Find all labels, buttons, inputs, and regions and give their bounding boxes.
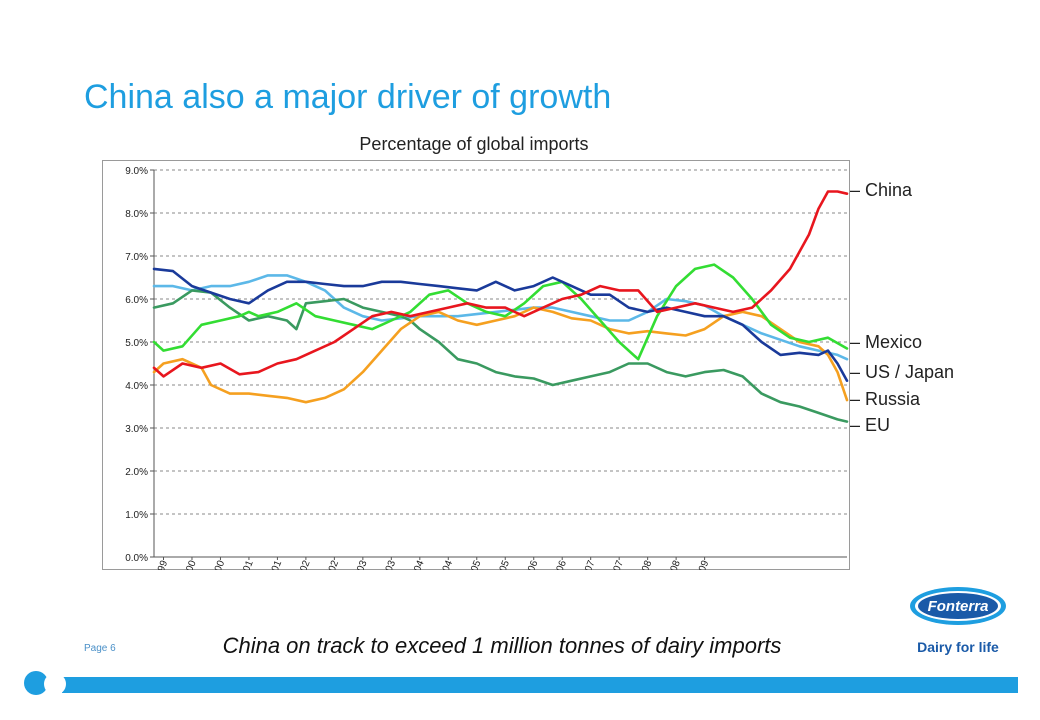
legend-item: – EU — [850, 415, 891, 435]
line-chart: 0.0% 1.0% 2.0% 3.0% 4.0% 5.0% 6.0% 7.0% 8.0% 9.0%… — [102, 160, 850, 570]
y-tick-label: 5.0% — [125, 338, 148, 349]
x-tick-label: Dec-07 — [604, 559, 626, 570]
x-tick-label: Dec-06 — [547, 559, 569, 570]
x-tick-labels: Dec-99 Jun-00 Dec-00 Jun-01 Dec-01 Jun-02 Dec-… — [148, 559, 712, 570]
y-tick-label: 8.0% — [125, 209, 148, 220]
x-tick-label: Jun-09 — [690, 559, 712, 570]
logo-brand-name: Fonterra — [928, 598, 989, 615]
y-tick-label: 1.0% — [125, 510, 148, 521]
y-tick-label: 4.0% — [125, 381, 148, 392]
x-tick-label: Dec-01 — [262, 559, 284, 570]
page-number: Page 6 — [84, 643, 116, 654]
logo-ellipse-core — [918, 593, 998, 619]
x-tick-label: Dec-05 — [490, 559, 512, 570]
y-tick-label: 0.0% — [125, 553, 148, 564]
x-tick-label: Dec-02 — [319, 559, 341, 570]
logo-tagline: Dairy for life — [917, 639, 999, 655]
x-tick-label: Dec-03 — [376, 559, 398, 570]
series-line — [152, 289, 849, 423]
x-tick-label: Dec-04 — [433, 559, 455, 570]
legend-item: – China — [850, 180, 913, 200]
y-tick-label: 6.0% — [125, 295, 148, 306]
x-tick-label: Jun-07 — [576, 559, 598, 570]
x-tick-label: Jun-02 — [291, 559, 313, 570]
legend-item: – Mexico — [850, 332, 923, 352]
x-tick-label: Jun-08 — [633, 559, 655, 570]
chart-frame — [102, 160, 850, 570]
x-tick-label: Dec-00 — [205, 559, 227, 570]
series-line — [152, 190, 849, 378]
x-tick-label: Dec-08 — [661, 559, 683, 570]
x-tick-label: Jun-04 — [405, 559, 427, 570]
grid-lines — [154, 169, 847, 515]
axes — [150, 169, 847, 560]
footer-circle-cutout-icon — [44, 673, 66, 695]
series-line — [152, 306, 849, 404]
legend-item: – US / Japan — [850, 362, 955, 382]
x-tick-label: Jun-06 — [519, 559, 541, 570]
y-tick-label: 2.0% — [125, 467, 148, 478]
y-tick-labels: 0.0% 1.0% 2.0% 3.0% 4.0% 5.0% 6.0% 7.0% 8.0% 9.0% — [125, 166, 148, 564]
x-tick-label: Jun-05 — [462, 559, 484, 570]
y-tick-label: 3.0% — [125, 424, 148, 435]
chart-title: Percentage of global imports — [359, 134, 589, 154]
x-tick-label: Jun-00 — [177, 559, 199, 570]
series-lines — [152, 190, 849, 423]
y-tick-label: 7.0% — [125, 252, 148, 263]
footer-bar — [62, 677, 1018, 693]
series-line — [152, 263, 849, 361]
fonterra-logo: Fonterra Dairy for life — [910, 587, 1006, 655]
series-line — [152, 267, 849, 382]
slide-title: China also a major driver of growth — [84, 78, 612, 116]
x-tick-label: Dec-99 — [148, 559, 170, 570]
slide-caption: China on track to exceed 1 million tonne… — [222, 633, 782, 658]
y-tick-label: 9.0% — [125, 166, 148, 177]
legend-item: – Russia — [850, 389, 921, 409]
x-tick-label: Jun-01 — [234, 559, 256, 570]
x-tick-label: Jun-03 — [348, 559, 370, 570]
